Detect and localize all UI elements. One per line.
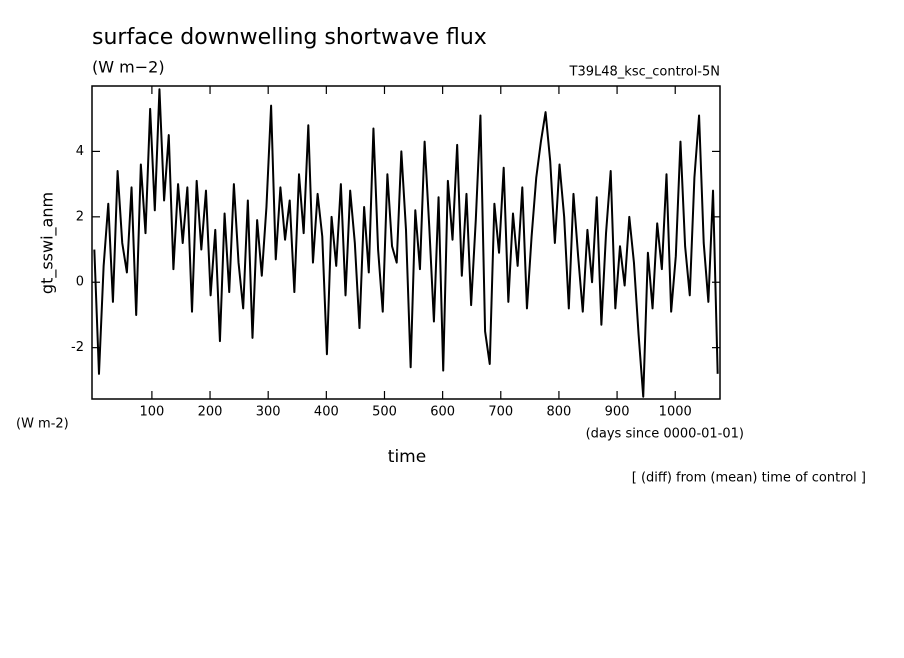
subtitle: (W m−2) [92,58,165,77]
plot-frame [91,85,721,400]
x-tick-label: 900 [605,405,630,420]
y-tick-label: 2 [76,209,84,224]
x-tick-label: 600 [430,405,455,420]
y-tick-label: 0 [76,275,84,290]
data-line [93,88,719,398]
y-units: (W m-2) [16,417,69,432]
x-tick-label: 500 [372,405,397,420]
x-tick-label: 1000 [659,405,692,420]
annotation: T39L48_ksc_control-5N [569,65,720,80]
y-axis-label: gt_sswi_anm [38,192,58,294]
x-tick-label: 700 [488,405,513,420]
x-tick-label: 100 [139,405,164,420]
x-tick-label: 200 [198,405,223,420]
x-tick-label: 300 [256,405,281,420]
x-tick-label: 400 [314,405,339,420]
x-tick-label: 800 [547,405,572,420]
note: [ (diff) from (mean) time of control ] [632,471,866,486]
y-tick-label: 4 [76,144,84,159]
y-tick-label: -2 [71,340,84,355]
x-units: (days since 0000-01-01) [586,427,744,442]
chart-title: surface downwelling shortwave flux [92,25,487,50]
x-axis-label: time [388,447,426,467]
